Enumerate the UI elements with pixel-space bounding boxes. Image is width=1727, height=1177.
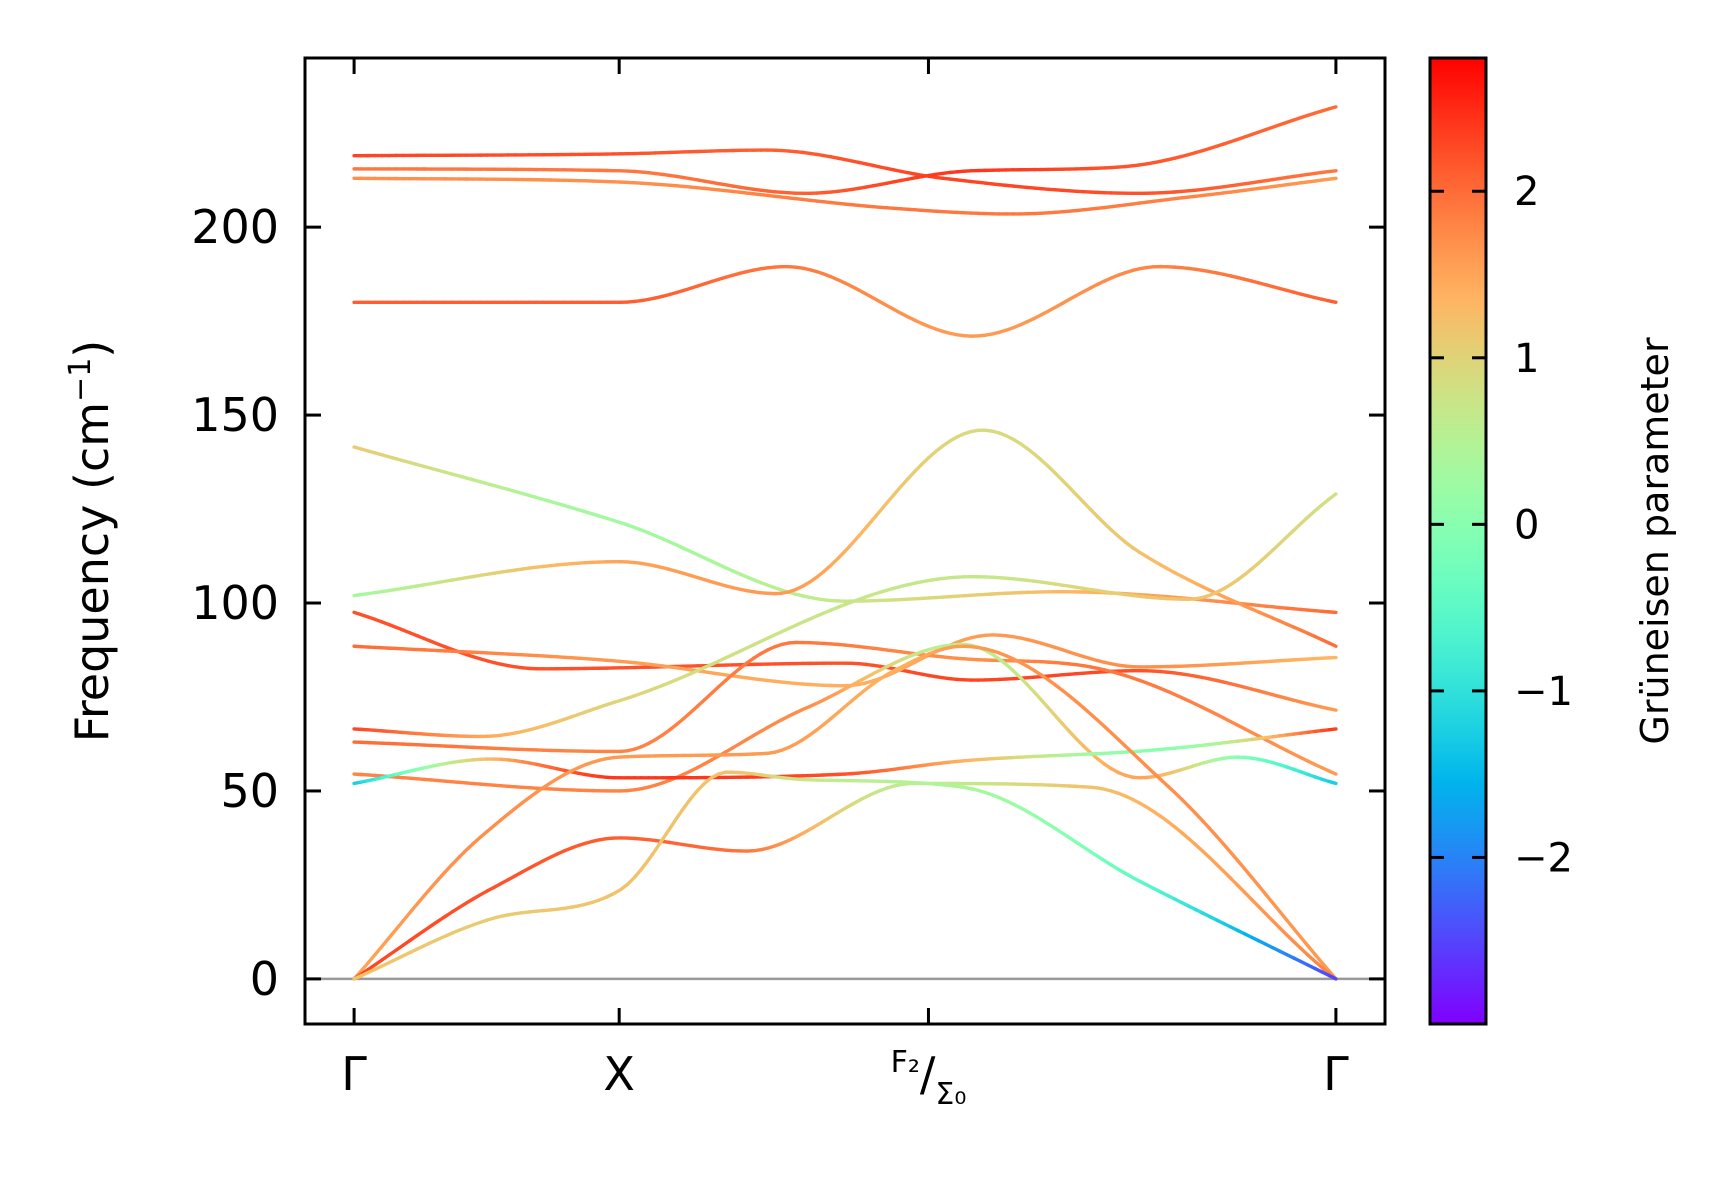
colorbar-tick-label: 0 xyxy=(1514,502,1539,548)
y-tick-label: 50 xyxy=(220,764,279,818)
y-axis-title: Frequency (cm−1) xyxy=(63,340,119,743)
colorbar-tick-label: 2 xyxy=(1514,169,1539,215)
colorbar-tick-label: 1 xyxy=(1514,336,1539,382)
colorbar-tick-label: −2 xyxy=(1514,835,1573,881)
high-symmetry-label: Γ xyxy=(1323,1047,1349,1101)
band-11 xyxy=(352,642,1338,793)
band-5 xyxy=(352,445,1338,615)
plot-frame xyxy=(303,56,1387,1026)
band-7 xyxy=(352,610,1338,712)
labels-layer: 0 50 100 150 200 Γ X F₂/Σ₀ Γ xyxy=(191,200,1349,1112)
y-tick-label: 100 xyxy=(191,576,279,630)
band-15 xyxy=(352,770,1338,981)
band-4 xyxy=(352,264,1338,338)
y-axis-title-sup: −1 xyxy=(63,358,98,402)
band-8 xyxy=(352,633,1338,688)
high-symmetry-label: Γ xyxy=(341,1047,367,1101)
bands-layer xyxy=(305,105,1385,981)
ticks-layer xyxy=(305,58,1385,1024)
colorbar-tick-label: −1 xyxy=(1514,669,1573,715)
band-3 xyxy=(352,176,1338,216)
high-symmetry-label: F₂/Σ₀ xyxy=(891,1045,967,1112)
band-9 xyxy=(352,492,1338,739)
y-tick-label: 150 xyxy=(191,388,279,442)
band-6 xyxy=(352,428,1338,648)
y-tick-label: 0 xyxy=(250,952,279,1006)
high-symmetry-label: X xyxy=(603,1047,635,1101)
colorbar-title: Grüneisen parameter xyxy=(1633,337,1677,745)
y-axis-title-close: ) xyxy=(65,340,119,358)
band-12 xyxy=(352,727,1338,786)
band-1 xyxy=(352,148,1338,196)
colorbar-ticks: −2 −1 0 1 2 xyxy=(1430,169,1573,881)
band-14 xyxy=(352,781,1338,981)
band-13 xyxy=(352,644,1338,981)
colorbar xyxy=(1428,56,1488,1026)
y-tick-label: 200 xyxy=(191,200,279,254)
band-2 xyxy=(352,105,1338,196)
y-axis-title-main: Frequency (cm xyxy=(65,402,119,742)
